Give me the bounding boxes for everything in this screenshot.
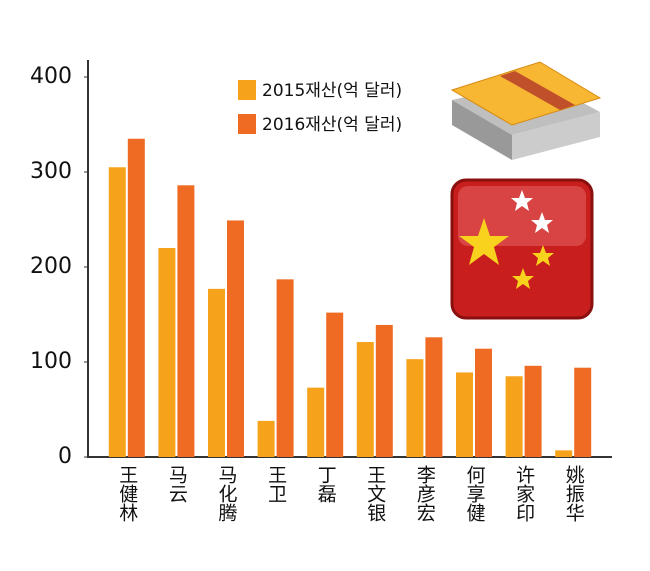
x-tick-label: 王健林 [116, 465, 138, 522]
bar [406, 359, 424, 457]
bar [475, 348, 492, 457]
x-tick-label: 丁磊 [315, 465, 337, 503]
bar [276, 279, 294, 457]
legend-swatch [238, 114, 256, 134]
x-tick-label: 王文银 [364, 465, 386, 522]
x-tick-label: 姚振华 [563, 465, 585, 522]
bar [307, 387, 325, 457]
y-tick-label: 300 [30, 159, 72, 184]
bar [574, 367, 592, 457]
bar [375, 324, 393, 457]
legend-label: 2016재산(억 달러) [262, 115, 402, 135]
bar [208, 288, 225, 457]
bar [425, 337, 443, 457]
y-tick-label: 200 [30, 254, 72, 279]
legend-swatch [238, 80, 256, 100]
x-tick-label: 马云 [166, 465, 188, 503]
bar [524, 365, 542, 457]
bar [257, 420, 275, 457]
x-tick-label: 许家印 [513, 465, 535, 522]
x-tick-label: 马化腾 [216, 465, 238, 522]
bar [326, 312, 344, 457]
bar [127, 138, 145, 457]
money-illustration [450, 61, 602, 160]
x-tick-label: 何享健 [464, 465, 486, 522]
bar [555, 450, 573, 457]
bar [227, 220, 244, 457]
bar [177, 185, 195, 458]
bar [108, 167, 126, 457]
y-tick-label: 100 [30, 349, 72, 374]
bar [158, 248, 176, 457]
x-tick-label: 王卫 [265, 465, 287, 503]
bar [456, 372, 473, 457]
flag-icon [450, 178, 594, 320]
legend-label: 2015재산(억 달러) [262, 81, 402, 101]
y-tick-label: 0 [58, 444, 72, 469]
x-tick-label: 李彦宏 [414, 465, 436, 522]
bar [356, 342, 374, 457]
y-tick-label: 400 [30, 64, 72, 89]
bar [505, 376, 523, 457]
